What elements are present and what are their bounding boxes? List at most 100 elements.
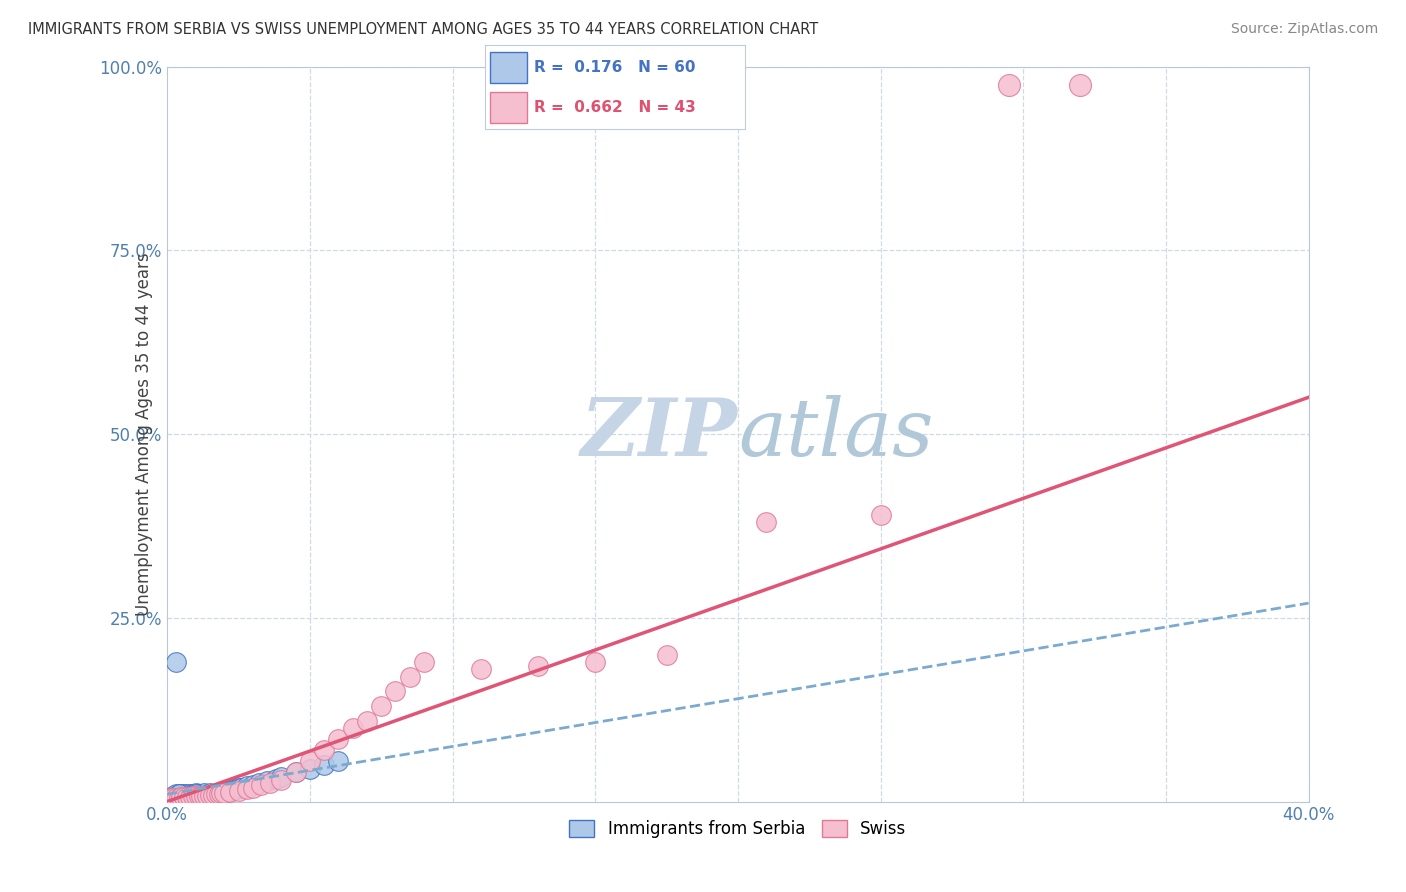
Point (176, 787, 198, 801)
Bar (491, 92, 527, 122)
Point (398, 670, 420, 684)
Point (173, 787, 195, 801)
Point (298, 762, 321, 776)
Point (170, 791, 193, 805)
Point (184, 787, 207, 801)
Point (162, 791, 184, 805)
Point (209, 786, 232, 800)
Point (207, 787, 229, 801)
Point (869, 508, 891, 522)
Point (159, 791, 181, 805)
Point (187, 789, 209, 804)
Point (184, 789, 207, 803)
Point (298, 754, 321, 768)
Point (162, 791, 184, 805)
Point (162, 789, 184, 803)
Point (176, 790, 198, 805)
Point (165, 787, 187, 801)
Point (193, 787, 215, 801)
Point (187, 787, 209, 801)
Point (264, 772, 287, 786)
Point (583, 655, 606, 669)
Point (356, 714, 378, 728)
Point (328, 732, 350, 747)
Point (204, 787, 226, 801)
Point (222, 782, 245, 797)
Point (181, 790, 204, 805)
Point (179, 789, 201, 803)
Point (284, 765, 307, 780)
Point (195, 789, 218, 803)
Point (342, 721, 364, 735)
Point (170, 787, 193, 801)
Point (184, 789, 207, 804)
Point (167, 789, 190, 803)
Point (167, 791, 190, 805)
Bar (491, 53, 527, 83)
Point (998, 78, 1021, 92)
Point (270, 772, 292, 787)
Point (328, 754, 350, 768)
Point (284, 765, 307, 780)
Point (242, 778, 264, 792)
Point (219, 783, 242, 797)
Point (214, 787, 236, 801)
Point (242, 780, 264, 795)
Point (181, 787, 204, 801)
Point (413, 655, 436, 669)
Text: atlas: atlas (738, 395, 934, 473)
Point (198, 788, 221, 802)
Point (190, 789, 212, 803)
Point (259, 776, 281, 790)
Point (201, 788, 224, 802)
Point (214, 785, 236, 799)
Point (176, 789, 198, 803)
Point (755, 516, 778, 530)
Point (370, 699, 392, 714)
Point (167, 787, 190, 801)
Point (219, 785, 242, 799)
Point (184, 786, 207, 800)
Point (173, 789, 195, 803)
Point (470, 662, 492, 676)
Point (165, 791, 187, 805)
Text: IMMIGRANTS FROM SERBIA VS SWISS UNEMPLOYMENT AMONG AGES 35 TO 44 YEARS CORRELATI: IMMIGRANTS FROM SERBIA VS SWISS UNEMPLOY… (28, 22, 818, 37)
Point (165, 791, 187, 805)
Point (165, 789, 187, 803)
Point (190, 789, 212, 804)
Y-axis label: Unemployment Among Ages 35 to 44 years: Unemployment Among Ages 35 to 44 years (135, 252, 153, 615)
Point (179, 791, 201, 805)
Point (179, 790, 201, 805)
Point (159, 791, 181, 805)
Point (204, 787, 226, 801)
Point (250, 778, 273, 792)
Point (170, 790, 193, 805)
Point (193, 789, 215, 803)
Point (184, 791, 207, 805)
Point (167, 791, 190, 805)
Point (314, 757, 336, 772)
Point (179, 787, 201, 801)
Point (527, 658, 550, 673)
Point (167, 787, 190, 801)
Point (384, 684, 406, 698)
Point (198, 786, 221, 800)
Legend: Immigrants from Serbia, Swiss: Immigrants from Serbia, Swiss (562, 814, 912, 845)
Point (207, 787, 229, 801)
Point (655, 648, 678, 662)
Text: ZIP: ZIP (581, 395, 738, 473)
Point (314, 743, 336, 757)
Point (173, 790, 195, 805)
Point (173, 791, 195, 805)
Text: Source: ZipAtlas.com: Source: ZipAtlas.com (1230, 22, 1378, 37)
Point (176, 791, 198, 805)
Point (190, 787, 212, 801)
Point (209, 787, 232, 801)
Point (270, 770, 292, 784)
Point (228, 783, 250, 797)
Point (187, 789, 209, 804)
Point (170, 789, 193, 803)
Text: R =  0.662   N = 43: R = 0.662 N = 43 (534, 100, 696, 115)
Point (193, 789, 215, 803)
Point (195, 788, 218, 802)
